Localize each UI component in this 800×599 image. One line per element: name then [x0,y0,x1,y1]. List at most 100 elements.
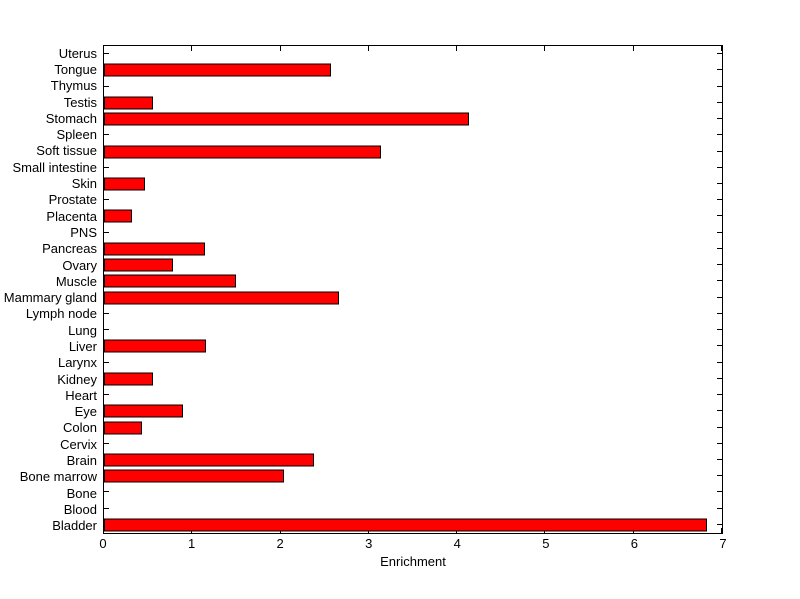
y-tick-label: Uterus [58,45,97,61]
bar-row [104,354,722,370]
x-tick-label: 1 [187,536,196,551]
bar-row [104,208,722,224]
x-tick-label: 4 [453,536,461,551]
x-tick-mark [721,46,722,51]
bar [104,421,142,434]
plot-area [103,45,723,534]
x-tick-label: 6 [630,536,639,551]
y-tick-label: Brain [66,453,97,469]
y-tick-label: Stomach [45,110,97,126]
y-tick-label: Soft tissue [36,143,97,159]
x-tick-label: 2 [276,536,284,551]
bar [104,145,382,159]
y-tick-label: Testis [63,94,97,110]
bar-row [104,436,722,452]
bar [104,112,469,126]
x-tick-label: 3 [365,536,373,551]
x-tick-mark [191,46,193,51]
bar [104,274,237,288]
x-tick-mark [103,46,104,51]
y-tick-label: Cervix [60,436,97,452]
y-tick-label: Skin [71,176,97,192]
bar-row [104,484,722,500]
y-tick-label: Eye [74,404,97,420]
bar-row [104,62,722,78]
y-tick-label: PNS [70,224,97,240]
bar [104,291,339,305]
bar-row [104,306,722,322]
bar [104,404,183,418]
y-tick-label: Lung [68,322,97,338]
y-tick-label: Prostate [48,192,97,208]
y-tick-label: Muscle [55,273,97,289]
bar [104,63,331,77]
x-tick-label: 0 [99,536,107,551]
y-tick-label: Thymus [50,78,97,94]
y-tick-label: Colon [63,420,97,436]
x-tick-mark [367,46,369,51]
bar-row [104,127,722,143]
y-tick-label: Ovary [62,257,97,273]
y-tick-label: Spleen [56,127,97,143]
bar-row [104,46,722,62]
bar-row [104,160,722,176]
y-tick-label: Bladder [52,518,97,534]
bar [104,518,707,532]
y-tick-label: Blood [63,501,97,517]
y-tick-label: Mammary gland [3,290,97,306]
x-tick-label: 5 [542,536,550,551]
bar-row [104,338,722,354]
x-tick-mark [721,528,722,533]
bar [104,209,133,223]
bar-row [104,95,722,111]
bar [104,453,315,467]
x-tick-mark [544,46,546,51]
bar-row [104,371,722,387]
bar [104,372,153,386]
bar-row [104,241,722,257]
y-tick-label: Kidney [57,371,97,387]
y-tick-label: Small intestine [12,159,97,175]
bar-row [104,273,722,289]
x-tick-mark [279,46,281,51]
bar [104,96,154,110]
x-tick-mark [103,528,104,533]
bar-row [104,452,722,468]
bar-row [104,468,722,484]
y-tick-label: Tongue [54,61,97,77]
y-tick-label: Liver [68,338,97,354]
bar-row [104,225,722,241]
y-tick-label: Bone [66,485,97,501]
bar-row [104,290,722,306]
y-tick-label: Lymph node [25,306,97,322]
y-tick-label: Placenta [46,208,97,224]
bar [104,242,205,256]
y-tick-label: Heart [65,387,97,403]
bar [104,177,146,191]
bar-row [104,78,722,94]
y-axis-labels: Uterus Tongue Thymus Testis Stomach Spleen Sof… [0,45,97,534]
bar [104,469,285,483]
bar-row [104,143,722,159]
y-tick-label: Larynx [57,355,97,371]
y-tick-label: Pancreas [42,241,97,257]
y-tick-label: Bone marrow [19,469,97,485]
bar-row [104,192,722,208]
bar-row [104,257,722,273]
x-tick-mark [632,46,634,51]
bar-row [104,517,722,533]
x-tick-labels: 0 1 2 3 4 5 6 7 [99,536,727,551]
bar-row [104,501,722,517]
bar-row [104,403,722,419]
x-axis-title: Enrichment [380,554,446,569]
bar [104,258,173,272]
bar [104,339,206,353]
bar-row [104,322,722,338]
x-tick-label: 7 [719,536,727,551]
bar-row [104,176,722,192]
bar-row [104,419,722,435]
bar-row [104,111,722,127]
x-tick-mark [456,46,458,51]
bar-row [104,387,722,403]
